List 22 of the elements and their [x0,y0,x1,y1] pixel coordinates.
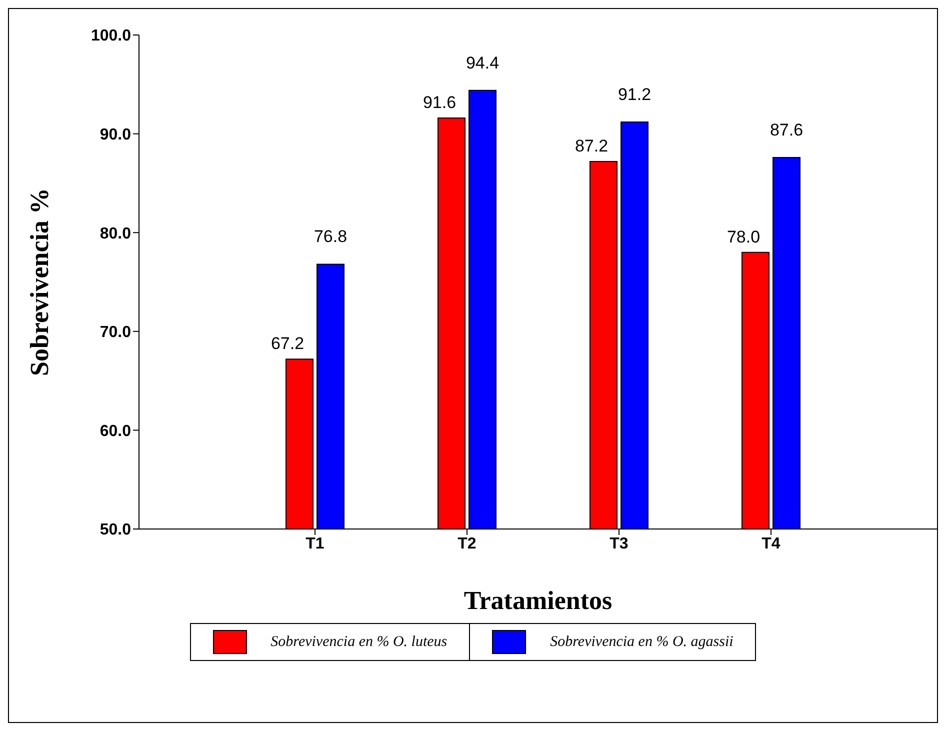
data-label: 91.6 [422,92,456,112]
y-tick-label: 80.0 [100,225,132,242]
y-tick-label: 100.0 [90,28,132,45]
data-label: 76.8 [314,227,348,246]
data-label: 87.2 [574,136,608,156]
x-tick-label: T1 [306,535,324,552]
x-tick-label: T3 [610,535,628,552]
y-tick-label: 70.0 [100,324,132,342]
y-axis-title: Sobrevivencia % [25,188,54,376]
data-label: 67.2 [270,334,304,354]
y-tick-label: 60.0 [100,422,132,440]
data-label: 78.0 [726,227,760,246]
legend-label: Sobrevivencia en % O. agassii [550,634,734,650]
data-label: 91.2 [618,84,652,104]
data-label: 87.6 [770,120,804,140]
x-tick-label: T2 [458,535,476,552]
x-tick-label: T4 [762,535,780,552]
y-tick-label: 50.0 [100,522,132,539]
data-label: 94.4 [466,53,500,72]
legend-label: Sobrevivencia en % O. luteus [270,634,448,650]
y-tick-label: 90.0 [100,126,132,144]
x-axis-title: Tratamientos [464,586,612,615]
